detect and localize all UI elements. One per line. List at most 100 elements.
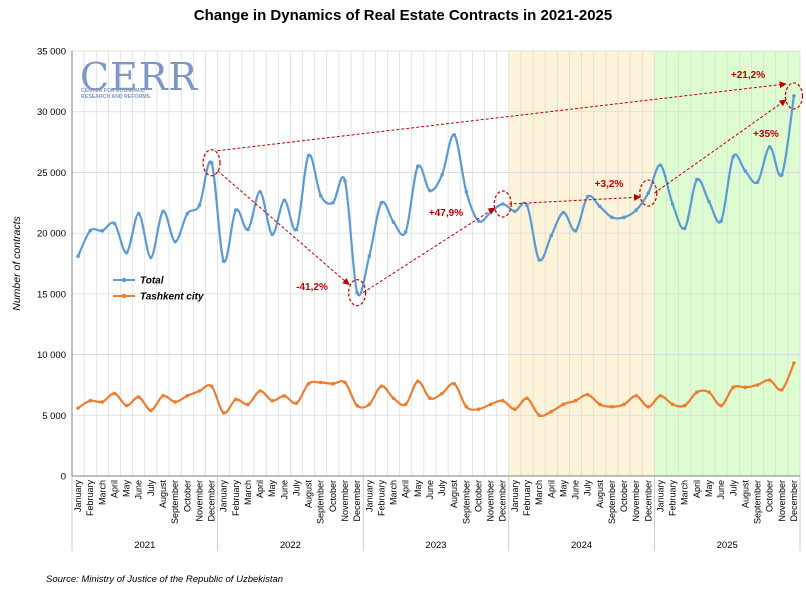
y-tick-label: 15 000: [37, 289, 66, 300]
data-point-tashkent-city: [355, 403, 359, 408]
x-tick-label: May: [413, 480, 423, 498]
data-point-tashkent-city: [416, 379, 420, 384]
data-point-tashkent-city: [646, 404, 651, 409]
x-tick-label: January: [73, 480, 83, 513]
data-point-tashkent-city: [221, 411, 226, 415]
data-point-tashkent-city: [464, 404, 469, 409]
x-tick-label: December: [498, 480, 508, 522]
annotation-arrow: [654, 99, 787, 194]
data-point-total: [379, 200, 384, 205]
data-point-total: [258, 190, 262, 194]
data-point-tashkent-city: [755, 383, 760, 387]
year-label: 2021: [134, 540, 155, 551]
data-point-total: [343, 179, 347, 183]
data-point-tashkent-city: [209, 384, 214, 388]
y-tick-label: 10 000: [37, 350, 66, 361]
data-point-tashkent-city: [780, 387, 784, 392]
data-point-tashkent-city: [598, 402, 602, 407]
data-point-tashkent-city: [294, 401, 299, 405]
data-point-tashkent-city: [719, 403, 723, 408]
data-point-total: [185, 211, 190, 216]
data-point-total: [634, 208, 638, 212]
x-tick-label: September: [461, 480, 471, 524]
data-point-total: [646, 191, 651, 195]
x-tick-label: August: [595, 480, 605, 509]
data-point-total: [306, 153, 311, 158]
data-point-total: [209, 160, 214, 165]
data-point-total: [234, 208, 238, 212]
data-point-tashkent-city: [658, 394, 663, 398]
x-tick-label: February: [376, 480, 386, 517]
data-point-total: [610, 215, 614, 220]
logo-subtitle-line1: CENTER FOR ECONOMIC: [81, 88, 145, 94]
data-point-total: [792, 94, 796, 98]
data-point-tashkent-city: [525, 396, 529, 401]
data-point-total: [658, 163, 663, 167]
x-tick-label: August: [740, 480, 750, 509]
x-tick-label: September: [607, 480, 617, 524]
data-point-total: [573, 228, 578, 233]
x-tick-label: October: [182, 480, 192, 512]
year-label: 2024: [571, 540, 592, 551]
x-tick-label: June: [571, 480, 581, 500]
data-point-tashkent-city: [537, 413, 541, 418]
x-tick-label: March: [97, 480, 107, 505]
data-point-tashkent-city: [743, 385, 748, 390]
data-point-total: [561, 210, 566, 215]
data-point-total: [112, 221, 117, 226]
x-tick-label: April: [109, 480, 119, 498]
source-note: Source: Ministry of Justice of the Repub…: [46, 574, 284, 585]
x-tick-label: February: [231, 480, 241, 517]
highlight-ellipse: [348, 279, 367, 307]
data-point-tashkent-city: [403, 402, 408, 407]
y-tick-label: 25 000: [37, 168, 66, 179]
data-point-total: [622, 215, 626, 220]
y-tick-label: 0: [61, 472, 66, 483]
x-tick-label: July: [583, 480, 593, 497]
data-point-total: [682, 226, 687, 231]
data-point-tashkent-city: [331, 381, 335, 386]
annotation-label: -41,2%: [296, 282, 328, 293]
data-point-tashkent-city: [610, 404, 614, 409]
x-tick-label: November: [777, 480, 787, 522]
data-point-tashkent-city: [476, 407, 481, 412]
x-tick-label: August: [304, 480, 314, 509]
data-point-total: [537, 258, 541, 262]
data-point-tashkent-city: [707, 390, 711, 395]
x-tick-label: January: [655, 480, 665, 513]
data-point-tashkent-city: [561, 402, 566, 407]
x-tick-label: April: [692, 480, 702, 498]
data-point-tashkent-city: [318, 380, 323, 385]
x-tick-label: March: [534, 480, 544, 505]
logo-text: CERR: [80, 55, 198, 99]
data-point-total: [161, 209, 165, 214]
data-point-tashkent-city: [452, 381, 457, 386]
data-point-tashkent-city: [731, 385, 736, 390]
data-point-total: [124, 250, 129, 255]
x-tick-label: June: [425, 480, 435, 500]
data-point-tashkent-city: [234, 397, 238, 402]
x-tick-label: October: [619, 480, 629, 512]
x-tick-label: June: [279, 480, 289, 500]
data-point-tashkent-city: [173, 400, 177, 404]
x-tick-label: October: [473, 480, 483, 512]
data-point-total: [767, 145, 772, 149]
x-tick-label: June: [134, 480, 144, 500]
data-point-tashkent-city: [573, 398, 578, 403]
x-tick-label: September: [316, 480, 326, 524]
x-tick-label: August: [158, 480, 168, 509]
data-point-tashkent-city: [367, 402, 372, 407]
data-point-tashkent-city: [149, 408, 153, 413]
data-point-tashkent-city: [488, 402, 493, 407]
annotation-arrow: [217, 81, 787, 152]
data-point-tashkent-city: [76, 406, 80, 410]
data-point-tashkent-city: [136, 395, 141, 399]
data-point-total: [88, 228, 92, 233]
x-tick-label: November: [340, 480, 350, 522]
x-tick-label: February: [668, 480, 678, 517]
data-point-total: [464, 190, 469, 194]
data-point-total: [731, 154, 736, 159]
data-point-total: [585, 194, 590, 199]
x-tick-label: April: [401, 480, 411, 498]
